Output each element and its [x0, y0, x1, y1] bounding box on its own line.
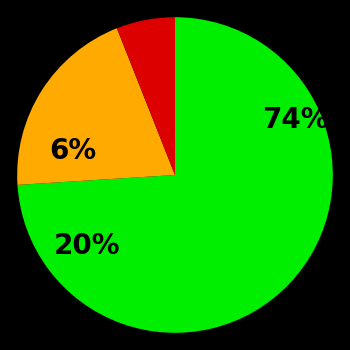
Wedge shape	[18, 17, 333, 333]
Text: 6%: 6%	[49, 137, 96, 165]
Text: 74%: 74%	[262, 106, 328, 134]
Text: 20%: 20%	[53, 232, 120, 260]
Wedge shape	[17, 28, 175, 185]
Wedge shape	[117, 17, 175, 175]
